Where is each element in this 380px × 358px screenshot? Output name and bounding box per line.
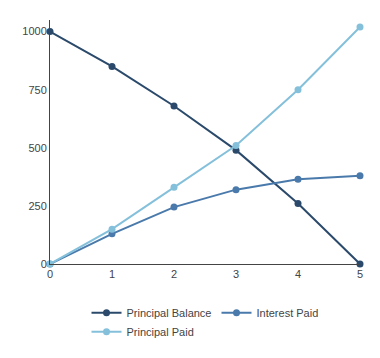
svg-text:Principal Balance: Principal Balance [127,307,212,319]
svg-text:Interest Paid: Interest Paid [257,307,319,319]
svg-text:3: 3 [233,268,239,280]
svg-text:Principal Paid: Principal Paid [127,326,194,338]
svg-text:5: 5 [357,268,363,280]
svg-text:250: 250 [28,200,46,212]
svg-text:2: 2 [171,268,177,280]
svg-text:0: 0 [41,258,47,270]
svg-text:4: 4 [295,268,301,280]
svg-text:750: 750 [28,84,46,96]
svg-text:1: 1 [109,268,115,280]
svg-text:1000: 1000 [22,25,46,37]
svg-text:0: 0 [47,268,53,280]
svg-text:500: 500 [28,142,46,154]
